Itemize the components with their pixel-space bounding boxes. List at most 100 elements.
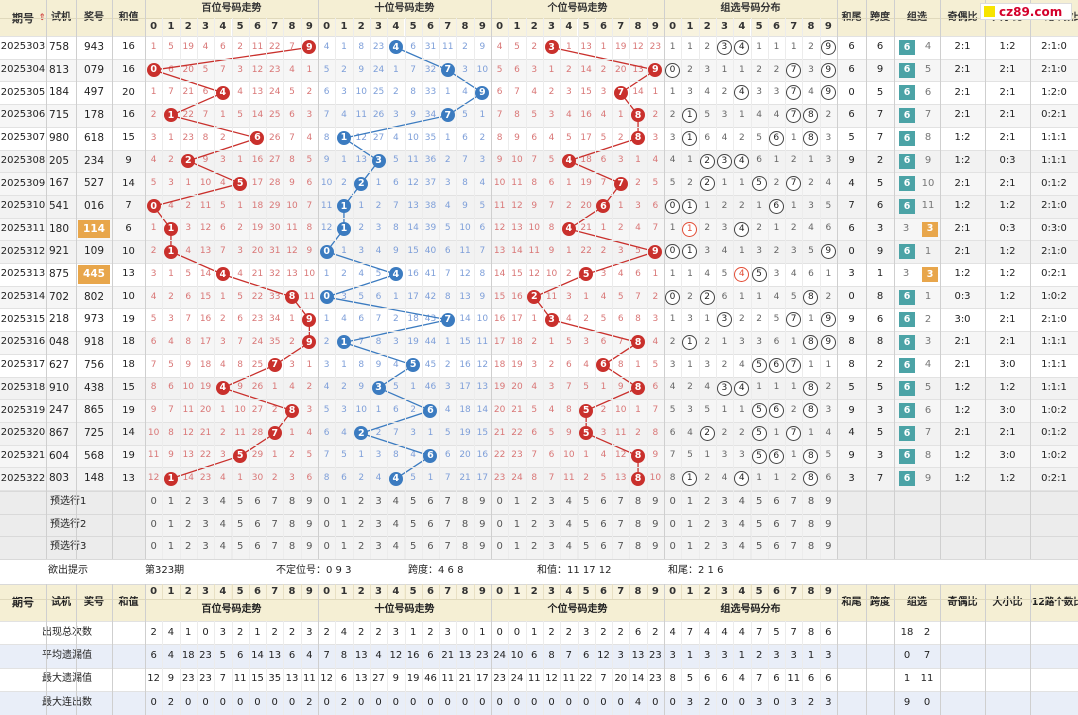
predict-digit[interactable]: 9 [819,491,837,514]
predict-digit[interactable]: 9 [646,491,664,514]
predict-digit[interactable]: 7 [266,491,284,514]
predict-digit[interactable]: 6 [421,536,440,559]
predict-digit[interactable]: 5 [750,536,768,559]
predict-digit[interactable]: 5 [231,536,249,559]
predict-digit[interactable]: 6 [767,513,786,536]
predict-digit[interactable]: 3 [196,491,215,514]
predict-digit[interactable]: 5 [577,536,595,559]
predict-digit[interactable]: 8 [629,536,647,559]
predict-digit[interactable]: 4 [387,491,405,514]
predict-digit[interactable]: 8 [456,491,474,514]
predict-digit[interactable]: 0 [318,513,336,536]
predict-digit[interactable]: 4 [560,491,578,514]
predict-digit[interactable]: 1 [335,491,353,514]
site-logo[interactable]: cz89.com [980,3,1072,20]
predict-digit[interactable]: 4 [214,513,232,536]
predict-digit[interactable]: 9 [646,536,664,559]
predict-digit[interactable]: 2 [525,491,543,514]
predict-digit[interactable]: 6 [594,491,613,514]
predict-digit[interactable]: 8 [629,491,647,514]
predict-digit[interactable]: 5 [577,491,595,514]
predict-digit[interactable]: 0 [491,536,509,559]
predict-digit[interactable]: 5 [404,513,422,536]
predict-digit[interactable]: 3 [196,536,215,559]
predict-digit[interactable]: 4 [733,536,751,559]
predict-digit[interactable]: 2 [179,491,197,514]
predict-digit[interactable]: 5 [577,513,595,536]
predict-digit[interactable]: 5 [231,491,249,514]
predict-digit[interactable]: 2 [698,491,716,514]
predict-digit[interactable]: 9 [819,536,837,559]
predict-digit[interactable]: 3 [542,536,561,559]
predict-digit[interactable]: 2 [352,491,370,514]
predict-digit[interactable]: 0 [145,536,163,559]
predict-digit[interactable]: 4 [733,513,751,536]
predict-digit[interactable]: 0 [491,491,509,514]
predict-digit[interactable]: 1 [335,513,353,536]
predict-digit[interactable]: 6 [767,536,786,559]
predict-digit[interactable]: 8 [629,513,647,536]
predict-digit[interactable]: 9 [473,491,491,514]
predict-digit[interactable]: 4 [560,536,578,559]
predict-digit[interactable]: 3 [369,536,388,559]
predict-digit[interactable]: 1 [162,491,180,514]
predict-digit[interactable]: 1 [162,536,180,559]
predict-digit[interactable]: 7 [785,491,803,514]
predict-digit[interactable]: 8 [283,536,301,559]
predict-digit[interactable]: 8 [456,513,474,536]
predict-digit[interactable]: 0 [145,513,163,536]
predict-digit[interactable]: 9 [300,491,318,514]
predict-digit[interactable]: 7 [266,536,284,559]
predict-digit[interactable]: 6 [248,491,267,514]
predict-digit[interactable]: 9 [300,513,318,536]
predict-digit[interactable]: 1 [508,536,526,559]
predict-digit[interactable]: 2 [525,536,543,559]
predict-digit[interactable]: 0 [664,513,682,536]
predict-digit[interactable]: 5 [750,513,768,536]
predict-digit[interactable]: 3 [369,491,388,514]
predict-digit[interactable]: 1 [162,513,180,536]
predict-digit[interactable]: 6 [594,536,613,559]
predict-digit[interactable]: 8 [456,536,474,559]
predict-digit[interactable]: 2 [179,513,197,536]
predict-digit[interactable]: 6 [248,513,267,536]
predict-digit[interactable]: 0 [664,536,682,559]
predict-digit[interactable]: 2 [698,513,716,536]
predict-digit[interactable]: 3 [715,491,734,514]
predict-digit[interactable]: 8 [802,513,820,536]
predict-digit[interactable]: 0 [145,491,163,514]
predict-digit[interactable]: 9 [473,513,491,536]
predict-digit[interactable]: 3 [542,491,561,514]
predict-digit[interactable]: 3 [369,513,388,536]
predict-digit[interactable]: 8 [283,491,301,514]
predict-digit[interactable]: 2 [525,513,543,536]
predict-digit[interactable]: 7 [439,536,457,559]
predict-digit[interactable]: 1 [681,491,699,514]
predict-digit[interactable]: 9 [300,536,318,559]
predict-digit[interactable]: 6 [421,513,440,536]
predict-digit[interactable]: 3 [715,513,734,536]
predict-digit[interactable]: 1 [681,513,699,536]
predict-digit[interactable]: 2 [698,536,716,559]
predict-digit[interactable]: 0 [491,513,509,536]
predict-digit[interactable]: 8 [283,513,301,536]
predict-digit[interactable]: 1 [508,513,526,536]
predict-digit[interactable]: 4 [560,513,578,536]
predict-digit[interactable]: 9 [819,513,837,536]
sort-icon[interactable]: ⇕ [38,12,46,24]
predict-digit[interactable]: 1 [681,536,699,559]
predict-digit[interactable]: 6 [767,491,786,514]
predict-digit[interactable]: 9 [646,513,664,536]
predict-digit[interactable]: 7 [612,491,630,514]
predict-digit[interactable]: 4 [214,491,232,514]
predict-digit[interactable]: 1 [508,491,526,514]
predict-digit[interactable]: 0 [318,491,336,514]
predict-digit[interactable]: 6 [421,491,440,514]
predict-digit[interactable]: 7 [785,513,803,536]
predict-digit[interactable]: 9 [473,536,491,559]
predict-digit[interactable]: 7 [612,536,630,559]
predict-digit[interactable]: 8 [802,536,820,559]
predict-digit[interactable]: 5 [404,491,422,514]
predict-digit[interactable]: 4 [387,513,405,536]
predict-digit[interactable]: 2 [352,513,370,536]
